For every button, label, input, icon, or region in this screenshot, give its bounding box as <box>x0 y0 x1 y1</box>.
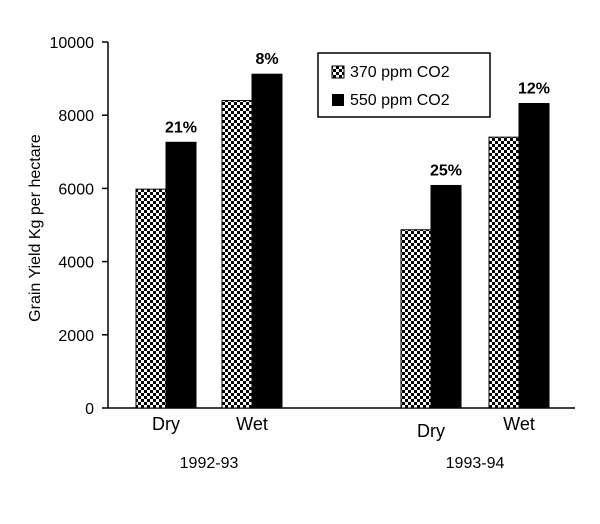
y-axis-label: Grain Yield Kg per hectare <box>27 134 44 322</box>
change-label: 12% <box>518 80 550 97</box>
bar-1993-94-wet-370 <box>488 136 520 409</box>
bars <box>135 73 550 409</box>
group-label: 1993-94 <box>446 455 505 472</box>
legend-swatch-550 <box>332 94 344 106</box>
bar-1992-93-dry-550 <box>165 141 197 409</box>
legend-label-550: 550 ppm CO2 <box>350 92 450 109</box>
legend-box <box>317 52 491 118</box>
y-tick-label: 2000 <box>58 328 94 345</box>
y-tick-label: 4000 <box>58 255 94 272</box>
bar-1993-94-dry-370 <box>400 229 432 409</box>
legend: 370 ppm CO2 550 ppm CO2 <box>317 52 491 118</box>
y-tick-label: 8000 <box>58 108 94 125</box>
y-tick-label: 0 <box>85 401 94 418</box>
change-label: 25% <box>430 162 462 179</box>
category-label: Wet <box>236 414 268 434</box>
y-tick-label: 6000 <box>58 181 94 198</box>
change-label: 21% <box>165 119 197 136</box>
legend-label-370: 370 ppm CO2 <box>350 64 450 81</box>
category-label: Wet <box>503 414 535 434</box>
bar-1992-93-dry-370 <box>135 188 167 409</box>
bar-1992-93-wet-550 <box>251 73 283 409</box>
labels: 21% Dry 8% Wet 1992-93 25% Dry 12% Wet 1993-94 <box>152 51 550 472</box>
y-tick-label: 10000 <box>50 35 95 52</box>
category-label: Dry <box>152 414 180 434</box>
group-label: 1992-93 <box>180 455 239 472</box>
category-label: Dry <box>417 421 445 441</box>
legend-swatch-370 <box>331 65 345 79</box>
bar-1992-93-wet-370 <box>221 100 253 409</box>
bar-1993-94-dry-550 <box>430 184 462 409</box>
change-label: 8% <box>255 51 278 68</box>
axes: 0 2000 4000 6000 8000 10000 <box>50 35 575 418</box>
bar-1993-94-wet-550 <box>518 102 550 409</box>
